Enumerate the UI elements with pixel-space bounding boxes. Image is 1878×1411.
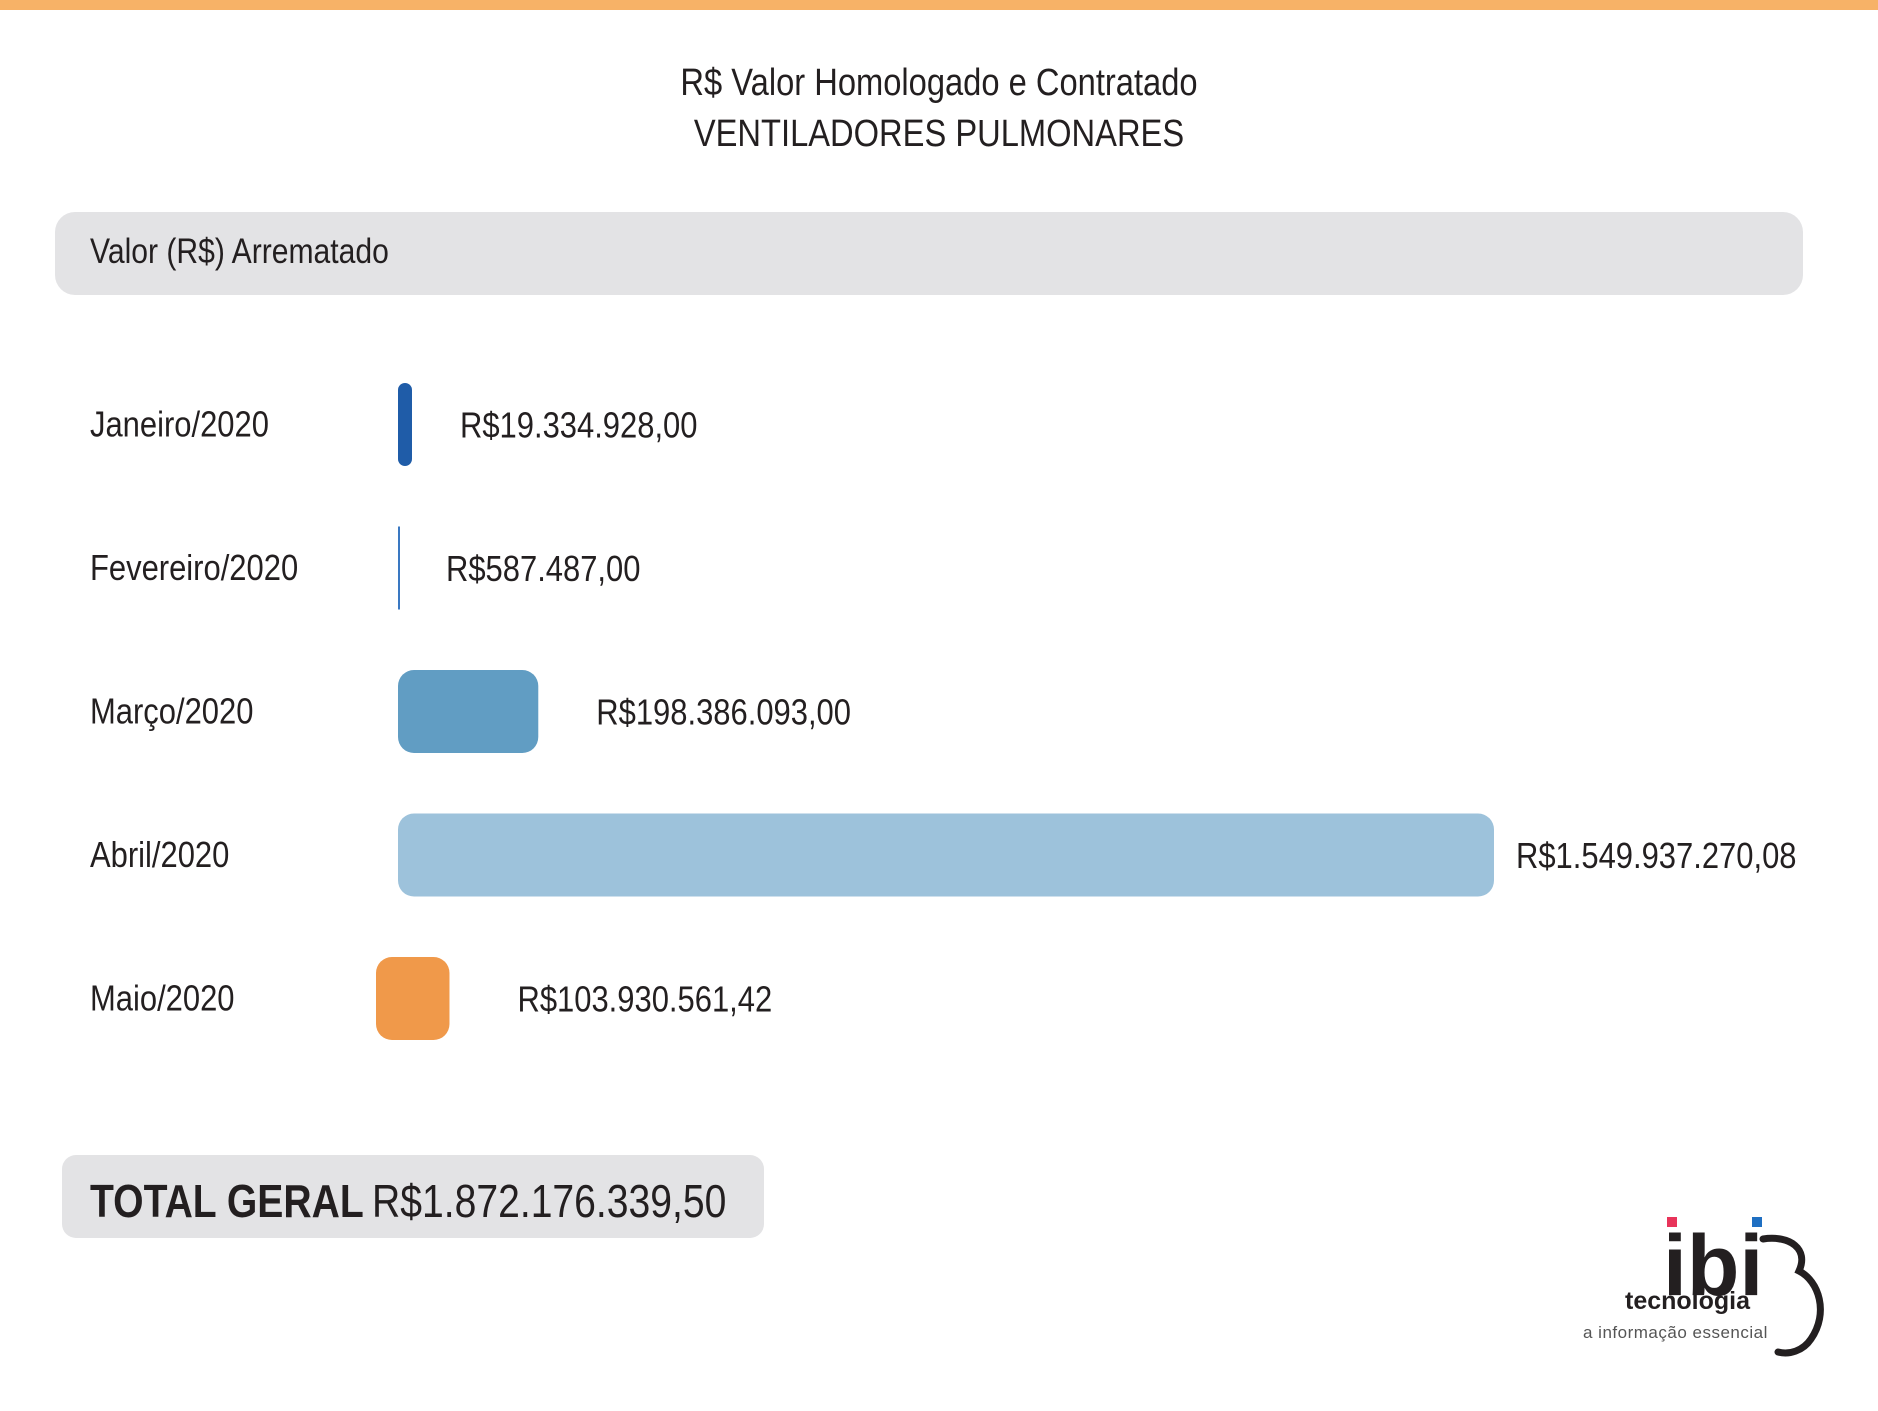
logo-dot-blue	[1752, 1217, 1762, 1227]
category-label-abril-2020: Abril/2020	[90, 836, 229, 876]
ibi-logo-mark: ibi	[1663, 1217, 1824, 1357]
chart-title: R$ Valor Homologado e Contratado	[680, 62, 1198, 104]
category-label-marco-2020: Março/2020	[90, 692, 253, 732]
top-accent-rule	[0, 0, 1878, 10]
category-label-janeiro-2020: Janeiro/2020	[90, 405, 269, 445]
total-label: TOTAL GERAL	[90, 1175, 364, 1227]
header-band: Valor (R$) Arrematado	[55, 212, 1803, 295]
value-label-janeiro-2020: R$19.334.928,00	[460, 406, 697, 446]
bar-marco-2020	[398, 670, 539, 753]
bar-janeiro-2020	[398, 383, 412, 466]
bar-abril-2020	[398, 813, 1494, 897]
logo-wordmark: ibi	[1663, 1218, 1763, 1314]
total-value: R$1.872.176.339,50	[372, 1175, 727, 1227]
total-box: TOTAL GERAL R$1.872.176.339,50	[62, 1155, 764, 1238]
category-label-maio-2020: Maio/2020	[90, 979, 235, 1019]
logo-swoosh	[1759, 1234, 1824, 1357]
logo-name: tecnologia	[1625, 1287, 1751, 1315]
value-label-maio-2020: R$103.930.561,42	[517, 980, 772, 1020]
logo-tagline: a informação essencial	[1583, 1323, 1768, 1342]
chart-subtitle: VENTILADORES PULMONARES	[693, 113, 1185, 155]
logo-dot-red	[1667, 1217, 1677, 1227]
bar-fevereiro-2020	[398, 526, 400, 610]
bar-maio-2020	[376, 957, 450, 1040]
value-label-abril-2020: R$1.549.937.270,08	[1516, 837, 1797, 877]
header-label: Valor (R$) Arrematado	[90, 232, 389, 271]
value-label-marco-2020: R$198.386.093,00	[596, 693, 851, 733]
ibi-logo: ibi tecnologia a informação essencial	[1575, 1215, 1835, 1365]
category-label-fevereiro-2020: Fevereiro/2020	[90, 549, 298, 589]
value-label-fevereiro-2020: R$587.487,00	[446, 550, 640, 590]
